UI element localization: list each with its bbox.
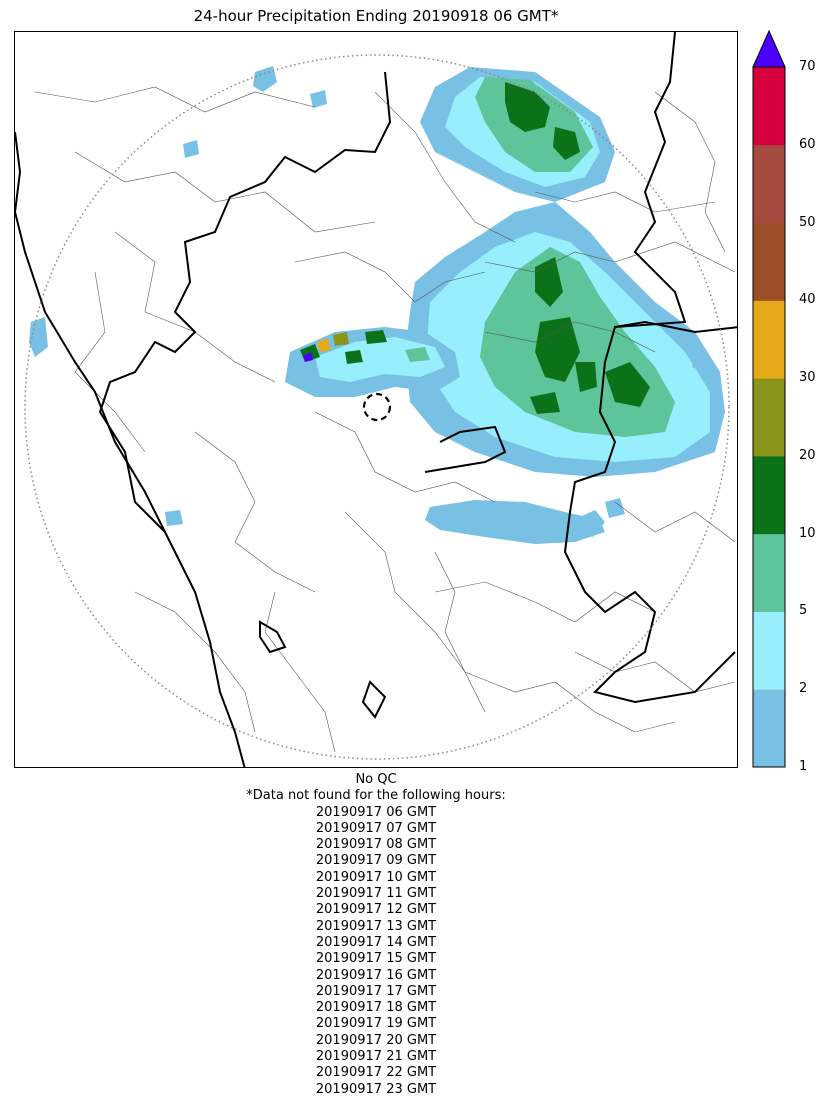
- colorbar-segment: [753, 300, 785, 379]
- missing-hours-list: 20190917 06 GMT 20190917 07 GMT 20190917 0…: [14, 805, 738, 1098]
- colorbar-tick-label: 50: [799, 214, 816, 230]
- colorbar-outline: [752, 66, 786, 768]
- colorbar-segment: [753, 455, 785, 535]
- missing-hour-item: 20190917 06 GMT: [315, 804, 437, 820]
- precip-cell-north-1: [253, 66, 277, 92]
- colorbar-segment: [753, 222, 785, 301]
- qc-note: No QC: [355, 772, 397, 787]
- colorbar-segment: [753, 689, 785, 768]
- colorbar-tick-label: 40: [799, 292, 816, 308]
- precip-10-20mm-east-2: [535, 317, 580, 382]
- precip-10-20mm-northeast: [505, 82, 550, 132]
- precip-2-5mm-convective: [315, 337, 445, 382]
- missing-hour-item: 20190917 23 GMT: [315, 1081, 437, 1097]
- missing-hour-item: 20190917 21 GMT: [315, 1049, 437, 1065]
- precip-field-northeast: [420, 67, 615, 202]
- missing-hour-item: 20190917 22 GMT: [315, 1065, 437, 1081]
- missing-hour-item: 20190917 20 GMT: [315, 1032, 437, 1048]
- precip-cell-3: [365, 330, 387, 344]
- precipitation-colorbar: [752, 30, 786, 768]
- precip-cell-southwest: [165, 510, 183, 526]
- missing-hour-item: 20190917 10 GMT: [315, 869, 437, 885]
- missing-hour-item: 20190917 14 GMT: [315, 934, 437, 950]
- precipitation-map: [14, 31, 738, 768]
- missing-hour-item: 20190917 13 GMT: [315, 918, 437, 934]
- precip-cell-north-2: [310, 90, 327, 108]
- colorbar-tick-label: 1: [799, 759, 808, 774]
- colorbar-tick-label: 70: [799, 59, 816, 74]
- precip-field-convective-west: [285, 327, 460, 397]
- colorbar-tick-label: 20: [799, 447, 816, 463]
- precip-cell-5: [303, 352, 313, 362]
- missing-hour-item: 20190917 07 GMT: [315, 820, 437, 836]
- missing-hour-item: 20190917 12 GMT: [315, 902, 437, 918]
- precip-cell-southeast: [605, 498, 625, 518]
- precip-field-south-band: [425, 500, 605, 544]
- footer-notes: No QC *Data not found for the following …: [14, 772, 738, 1098]
- precip-1-2mm-south-band: [425, 500, 605, 544]
- colorbar-tick-label: 30: [799, 370, 816, 386]
- missing-hour-item: 20190917 11 GMT: [315, 886, 437, 902]
- precip-cell-4: [405, 347, 430, 362]
- precip-cell-far-east: [690, 350, 707, 368]
- precip-10-20mm-northeast-2: [553, 127, 580, 160]
- precip-cell-north-3: [183, 140, 199, 158]
- precip-scattered-cells: [29, 66, 707, 526]
- colorbar-segment: [753, 611, 785, 690]
- colorbar-tick-label: 60: [799, 136, 816, 152]
- missing-hour-item: 20190917 16 GMT: [315, 967, 437, 983]
- precip-1-2mm-south-blob: [580, 510, 605, 537]
- precip-10-20mm-east-3: [605, 362, 650, 407]
- precip-cell-7: [345, 350, 363, 364]
- missing-hour-item: 20190917 08 GMT: [315, 837, 437, 853]
- state-borders: [15, 32, 737, 767]
- missing-hour-item: 20190917 18 GMT: [315, 1000, 437, 1016]
- precip-10-20mm-east-1: [535, 257, 563, 307]
- radar-coverage-ring: [24, 54, 730, 760]
- precip-cell-6: [317, 338, 331, 352]
- colorbar-tick-label: 2: [799, 681, 808, 697]
- colorbar-segment: [753, 144, 785, 224]
- missing-hour-item: 20190917 15 GMT: [315, 951, 437, 967]
- missing-hour-item: 20190917 17 GMT: [315, 983, 437, 999]
- precip-10-20mm-east-4: [575, 362, 597, 392]
- missing-header: *Data not found for the following hours:: [246, 788, 506, 804]
- precip-field-east: [405, 202, 725, 477]
- colorbar-segment: [753, 378, 785, 457]
- district-borders: [34, 86, 736, 753]
- map-title: 24-hour Precipitation Ending 20190918 06…: [193, 7, 559, 25]
- colorbar-tick-label: 5: [799, 603, 808, 619]
- colorbar-extend-arrow: [752, 30, 786, 68]
- colorbar-tick-label: 10: [799, 525, 816, 541]
- precip-cell-2: [333, 332, 349, 346]
- map-canvas: [15, 32, 737, 767]
- missing-hour-item: 20190917 09 GMT: [315, 853, 437, 869]
- colorbar-segment: [753, 533, 785, 612]
- radar-site-marker: [362, 392, 392, 422]
- precip-cell-west-coast: [29, 317, 48, 357]
- missing-hour-item: 20190917 19 GMT: [315, 1016, 437, 1032]
- precip-10-20mm-east-5: [530, 392, 560, 414]
- colorbar-segment: [753, 67, 785, 146]
